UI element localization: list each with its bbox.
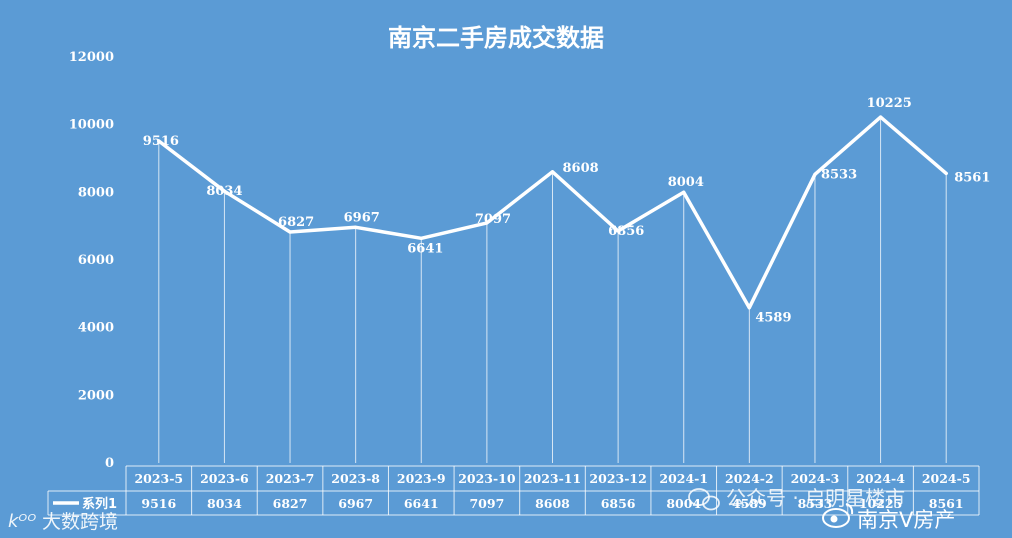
table-value-cell: 4589 xyxy=(732,496,767,511)
y-tick-label: 0 xyxy=(105,456,114,471)
chart-title: 南京二手房成交数据 xyxy=(388,24,604,52)
x-tick-label: 2023-11 xyxy=(524,471,581,486)
weibo-watermark-text: 南京V房产 xyxy=(857,508,955,532)
table-value-cell: 6827 xyxy=(273,496,308,511)
wechat-watermark: 公众号 · 启明星楼市 xyxy=(688,486,905,511)
data-point xyxy=(419,236,423,240)
y-tick-label: 12000 xyxy=(69,50,114,65)
data-label: 4589 xyxy=(755,311,791,326)
data-label: 9516 xyxy=(143,134,179,149)
bottom-left-watermark: kᴼᴼ 大数跨境 xyxy=(8,511,118,533)
table-value-cell: 6641 xyxy=(404,496,439,511)
table-value-cell: 8533 xyxy=(798,496,833,511)
y-tick-label: 8000 xyxy=(78,185,114,200)
y-tick-label: 10000 xyxy=(69,118,114,133)
data-label: 6827 xyxy=(278,215,314,230)
table-value-cell: 8034 xyxy=(207,496,242,511)
table-value-cell: 7097 xyxy=(469,496,504,511)
x-tick-label: 2023-7 xyxy=(266,471,315,486)
data-point xyxy=(354,225,358,229)
x-tick-label: 2023-5 xyxy=(134,471,183,486)
x-tick-label: 2023-6 xyxy=(200,471,249,486)
data-point xyxy=(682,190,686,194)
data-point xyxy=(747,306,751,310)
x-tick-label: 2024-4 xyxy=(856,471,905,486)
data-point xyxy=(485,221,489,225)
data-labels: 9516 8034 6827 6967 6641 7097 8608 6856 8004 4589… xyxy=(143,96,991,326)
data-label: 7097 xyxy=(475,212,511,227)
data-point xyxy=(551,170,554,174)
data-label: 8561 xyxy=(954,170,990,185)
weibo-watermark: 南京V房产 xyxy=(822,503,955,532)
table-value-cell: 10225 xyxy=(859,496,903,511)
table-value-cell: 6856 xyxy=(601,496,636,511)
x-tick-label: 2023-12 xyxy=(589,471,646,486)
brand-logo-icon: kᴼᴼ xyxy=(8,511,36,532)
table-value-cell: 8561 xyxy=(929,496,964,511)
x-tick-label: 2023-10 xyxy=(458,471,516,486)
bottom-left-watermark-text: 大数跨境 xyxy=(42,511,118,533)
table-value-cell: 9516 xyxy=(141,496,176,511)
data-point xyxy=(944,171,948,175)
data-label: 6641 xyxy=(407,241,443,256)
data-point xyxy=(157,139,161,143)
x-tick-label: 2024-2 xyxy=(725,471,774,486)
y-tick-label: 2000 xyxy=(78,388,114,403)
data-label: 8533 xyxy=(821,167,857,182)
data-point xyxy=(813,172,817,176)
x-tick-label: 2023-8 xyxy=(331,471,380,486)
table-value-cell: 8608 xyxy=(535,496,570,511)
x-tick-label: 2023-9 xyxy=(397,471,446,486)
y-tick-label: 6000 xyxy=(78,253,114,268)
data-label: 6856 xyxy=(608,224,644,239)
drop-lines xyxy=(158,117,947,463)
wechat-watermark-text: 公众号 · 启明星楼市 xyxy=(726,486,905,510)
data-label: 10225 xyxy=(867,96,912,111)
series-line-layer xyxy=(157,115,948,310)
x-tick-label: 2024-5 xyxy=(922,471,971,486)
wechat-icon xyxy=(688,488,720,511)
data-point xyxy=(222,189,226,193)
weibo-icon xyxy=(822,503,854,528)
data-label: 8608 xyxy=(563,161,599,176)
data-label: 6967 xyxy=(344,210,380,225)
data-point xyxy=(879,115,883,119)
y-axis: 0 2000 4000 6000 8000 10000 12000 xyxy=(69,50,114,471)
data-label: 8004 xyxy=(668,175,704,190)
legend-label: 系列1 xyxy=(82,496,117,512)
table-value-cell: 8004 xyxy=(666,496,701,511)
table-value-cell: 6967 xyxy=(338,496,373,511)
data-label: 8034 xyxy=(206,184,242,199)
watermarks: kᴼᴼ 大数跨境 公众号 · 启明星楼市 南京V房产 xyxy=(8,486,955,533)
x-tick-label: 2024-1 xyxy=(659,471,708,486)
y-tick-label: 4000 xyxy=(78,321,114,336)
data-point xyxy=(616,229,620,233)
x-tick-label: 2024-3 xyxy=(791,471,840,486)
data-point xyxy=(288,230,292,234)
